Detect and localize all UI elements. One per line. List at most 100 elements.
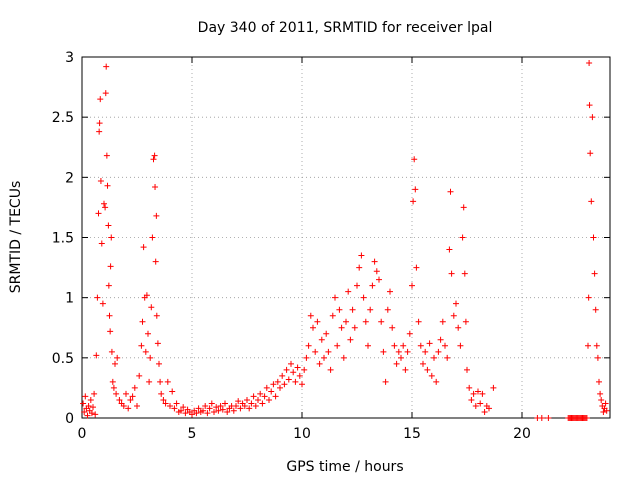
data-point [171, 405, 178, 412]
data-point [146, 378, 153, 385]
data-point [395, 348, 402, 355]
data-point [189, 411, 195, 418]
data-point [123, 390, 129, 397]
data-point [108, 234, 115, 241]
data-point [389, 324, 396, 331]
x-tick-label: 10 [293, 426, 311, 442]
data-point [112, 360, 118, 367]
data-point [178, 407, 184, 414]
data-point [82, 393, 89, 400]
data-point [131, 384, 138, 391]
data-point [215, 407, 222, 414]
data-point [277, 384, 283, 391]
data-point [96, 120, 103, 127]
data-point [594, 354, 601, 361]
x-tick-label: 0 [78, 426, 87, 442]
y-tick-label: 2 [65, 170, 74, 186]
data-point [447, 188, 454, 195]
data-point [470, 390, 477, 397]
data-point [283, 366, 290, 373]
data-point [98, 240, 105, 247]
data-point [95, 210, 102, 217]
data-point [296, 372, 303, 379]
data-point [354, 282, 360, 289]
data-point [104, 182, 111, 189]
data-point [404, 348, 411, 355]
data-point [426, 340, 433, 347]
data-point [410, 198, 417, 205]
data-point [153, 212, 160, 219]
y-tick-label: 0.5 [52, 351, 74, 367]
data-point [143, 292, 150, 299]
data-point [102, 204, 109, 211]
data-point [134, 402, 140, 409]
data-point [591, 270, 598, 277]
data-point [138, 342, 145, 349]
data-point [307, 312, 314, 319]
data-point [290, 369, 297, 376]
data-point [318, 336, 325, 343]
data-point [600, 408, 607, 415]
data-point [455, 324, 462, 331]
data-point [442, 342, 448, 349]
y-tick-label: 1 [65, 291, 74, 307]
data-points [80, 60, 610, 421]
data-point [153, 312, 160, 319]
data-point [409, 282, 415, 289]
data-point [586, 60, 593, 67]
data-point [424, 366, 431, 373]
data-point [479, 390, 486, 397]
data-point [314, 318, 321, 325]
data-point [464, 366, 470, 373]
y-tick-label: 3 [65, 50, 74, 66]
data-point [292, 378, 299, 385]
data-point [96, 128, 103, 135]
data-point [332, 294, 338, 301]
data-point [84, 412, 91, 419]
data-point [281, 381, 288, 388]
x-tick-label: 20 [513, 426, 531, 442]
data-point [590, 234, 597, 241]
data-point [200, 407, 206, 414]
data-point [230, 407, 237, 414]
data-point [340, 354, 347, 361]
data-point [97, 177, 104, 184]
data-point [107, 328, 114, 335]
data-point [136, 372, 143, 379]
data-point [360, 294, 367, 301]
data-point [345, 288, 352, 295]
y-tick-labels: 0 0.5 1 1.5 2 2.5 3 [52, 50, 74, 427]
data-point [193, 410, 200, 417]
data-point [475, 388, 481, 395]
data-point [235, 398, 242, 405]
data-point [461, 270, 468, 277]
data-point [598, 396, 605, 403]
data-point [233, 402, 239, 409]
data-point [303, 354, 310, 361]
data-point [152, 183, 159, 190]
data-point [369, 282, 376, 289]
data-point [472, 402, 479, 409]
data-point [154, 340, 161, 347]
y-tick-label: 2.5 [52, 110, 74, 126]
data-point [457, 342, 464, 349]
data-point [279, 372, 286, 379]
data-point [391, 342, 398, 349]
data-point [156, 360, 162, 367]
data-point [459, 234, 466, 241]
data-point [139, 318, 146, 325]
data-point [285, 376, 292, 383]
data-point [490, 384, 497, 391]
data-point [486, 405, 492, 412]
data-point [151, 152, 158, 159]
data-point [583, 415, 590, 421]
data-point [433, 378, 440, 385]
data-point [129, 393, 136, 400]
x-tick-label: 5 [188, 426, 197, 442]
data-point [90, 404, 96, 411]
data-point [382, 378, 389, 385]
data-point [294, 364, 301, 371]
data-point [94, 294, 101, 301]
data-point [252, 402, 259, 409]
